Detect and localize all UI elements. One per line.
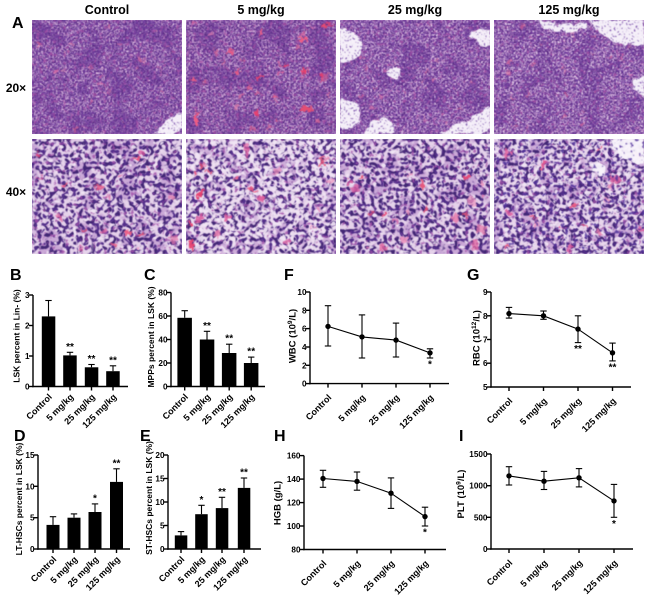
- svg-text:*: *: [423, 528, 427, 539]
- svg-text:125 mg/kg: 125 mg/kg: [580, 396, 618, 434]
- svg-text:Control: Control: [299, 558, 329, 588]
- svg-text:5 mg/kg: 5 mg/kg: [518, 558, 549, 589]
- svg-text:*: *: [428, 360, 432, 371]
- svg-text:60: 60: [158, 312, 168, 321]
- svg-text:0: 0: [163, 383, 168, 392]
- svg-text:5 mg/kg: 5 mg/kg: [336, 392, 367, 423]
- svg-text:4: 4: [302, 343, 307, 352]
- svg-text:5: 5: [483, 383, 488, 392]
- svg-text:A: A: [12, 15, 24, 32]
- svg-text:80: 80: [158, 289, 168, 298]
- svg-text:25 mg/kg: 25 mg/kg: [549, 396, 584, 431]
- svg-text:*: *: [93, 493, 97, 504]
- svg-text:2: 2: [25, 322, 30, 331]
- svg-text:20: 20: [158, 359, 168, 368]
- svg-text:Control: Control: [304, 392, 334, 422]
- svg-text:7: 7: [483, 336, 488, 345]
- svg-text:0: 0: [25, 383, 30, 392]
- svg-text:40×: 40×: [6, 185, 26, 199]
- svg-text:LT-HSCs percent in LSK (%): LT-HSCs percent in LSK (%): [14, 442, 24, 555]
- svg-text:25 mg/kg: 25 mg/kg: [388, 3, 442, 17]
- svg-text:8: 8: [302, 306, 307, 315]
- svg-text:5: 5: [30, 514, 35, 523]
- svg-text:15: 15: [25, 451, 35, 460]
- svg-text:20×: 20×: [6, 81, 26, 95]
- svg-text:**: **: [247, 347, 255, 358]
- svg-text:140: 140: [287, 475, 301, 484]
- svg-text:G: G: [467, 267, 479, 284]
- svg-text:40: 40: [158, 336, 168, 345]
- svg-text:**: **: [225, 334, 233, 345]
- svg-text:Control: Control: [85, 3, 129, 17]
- svg-text:**: **: [113, 458, 121, 469]
- svg-text:HGB (g/L): HGB (g/L): [273, 481, 284, 525]
- svg-text:**: **: [218, 487, 226, 498]
- svg-text:10: 10: [297, 288, 307, 297]
- svg-text:100: 100: [287, 522, 301, 531]
- svg-text:9: 9: [483, 288, 488, 297]
- svg-text:6: 6: [302, 325, 307, 334]
- svg-text:C: C: [144, 267, 156, 284]
- svg-text:5: 5: [160, 522, 165, 531]
- svg-text:125 mg/kg: 125 mg/kg: [538, 3, 599, 17]
- svg-text:500: 500: [474, 513, 488, 522]
- svg-text:0: 0: [30, 545, 35, 554]
- svg-text:0: 0: [302, 380, 307, 389]
- svg-text:*: *: [200, 495, 204, 506]
- svg-text:10: 10: [25, 482, 35, 491]
- svg-text:6: 6: [483, 359, 488, 368]
- svg-text:**: **: [240, 468, 248, 479]
- svg-text:MPPs percent in LSK (%): MPPs percent in LSK (%): [146, 286, 156, 387]
- svg-text:125 mg/kg: 125 mg/kg: [397, 392, 435, 430]
- svg-text:125 mg/kg: 125 mg/kg: [581, 558, 619, 596]
- svg-text:0: 0: [160, 545, 165, 554]
- svg-text:2: 2: [302, 361, 307, 370]
- svg-text:PLT (109​/L): PLT (109​/L): [456, 470, 468, 519]
- svg-text:80: 80: [291, 546, 301, 555]
- svg-text:5 mg/kg: 5 mg/kg: [518, 396, 549, 427]
- svg-text:3: 3: [25, 291, 30, 300]
- svg-text:D: D: [14, 428, 26, 445]
- svg-text:**: **: [609, 362, 617, 373]
- svg-text:**: **: [574, 344, 582, 355]
- svg-text:10: 10: [155, 498, 165, 507]
- svg-text:I: I: [459, 428, 463, 445]
- svg-text:25 mg/kg: 25 mg/kg: [367, 392, 402, 427]
- svg-text:Control: Control: [485, 396, 515, 426]
- svg-text:**: **: [109, 355, 117, 366]
- svg-text:5 mg/kg: 5 mg/kg: [331, 558, 362, 589]
- svg-text:LSK percent in Lin- (%): LSK percent in Lin- (%): [12, 289, 22, 383]
- svg-text:1000: 1000: [469, 482, 488, 491]
- svg-text:25 mg/kg: 25 mg/kg: [550, 558, 585, 593]
- svg-text:8: 8: [483, 312, 488, 321]
- svg-text:**: **: [203, 321, 211, 332]
- svg-text:E: E: [140, 428, 151, 445]
- svg-text:15: 15: [155, 475, 165, 484]
- svg-text:**: **: [66, 342, 74, 353]
- svg-text:**: **: [88, 354, 96, 365]
- svg-text:Control: Control: [485, 558, 515, 588]
- svg-text:1: 1: [25, 352, 30, 361]
- svg-text:120: 120: [287, 499, 301, 508]
- svg-text:5 mg/kg: 5 mg/kg: [237, 3, 284, 17]
- svg-text:1500: 1500: [469, 450, 488, 459]
- svg-text:25 mg/kg: 25 mg/kg: [362, 558, 397, 593]
- svg-text:B: B: [10, 267, 22, 284]
- svg-text:160: 160: [287, 452, 301, 461]
- svg-text:ST-HSCs percent in LSK (%): ST-HSCs percent in LSK (%): [144, 441, 154, 555]
- svg-text:125 mg/kg: 125 mg/kg: [392, 558, 430, 596]
- svg-text:RBC (1012​/L): RBC (1012​/L): [471, 310, 483, 366]
- svg-text:H: H: [274, 428, 286, 445]
- svg-text:F: F: [284, 267, 294, 284]
- svg-text:0: 0: [483, 545, 488, 554]
- svg-text:20: 20: [155, 451, 165, 460]
- svg-text:WBC (109​/L): WBC (109​/L): [287, 309, 299, 363]
- svg-text:*: *: [612, 519, 616, 530]
